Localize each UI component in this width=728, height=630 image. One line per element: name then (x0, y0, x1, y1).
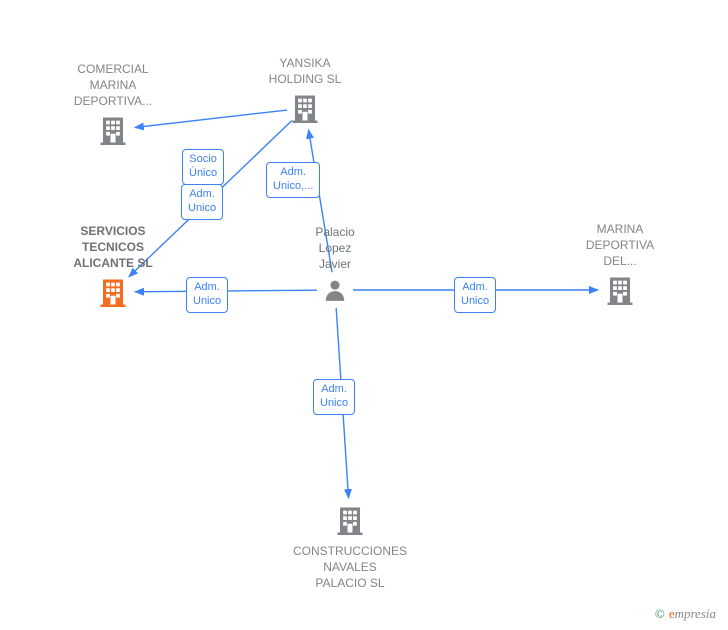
building-icon (98, 113, 128, 147)
edge-label: Adm. Unico (186, 277, 228, 313)
person-icon (322, 276, 348, 304)
node-label-servicios: SERVICIOS TECNICOS ALICANTE SL (48, 223, 178, 272)
edge-label: Adm. Unico,... (266, 162, 320, 198)
watermark-text: mpresia (675, 606, 716, 621)
node-marina[interactable] (605, 273, 635, 312)
building-icon (605, 273, 635, 307)
node-servicios[interactable] (98, 275, 128, 314)
edge-label: Adm. Unico (313, 379, 355, 415)
edge-label: Socio Único (182, 149, 224, 185)
copyright-symbol: © (655, 606, 665, 621)
node-center[interactable] (322, 276, 348, 309)
edge-label: Adm. Unico (454, 277, 496, 313)
node-comercial[interactable] (98, 113, 128, 152)
building-icon (290, 91, 320, 125)
building-icon (98, 275, 128, 309)
watermark: ©empresia (655, 606, 716, 622)
node-label-comercial: COMERCIAL MARINA DEPORTIVA... (48, 61, 178, 110)
node-label-yansika: YANSIKA HOLDING SL (240, 55, 370, 87)
node-label-marina: MARINA DEPORTIVA DEL... (555, 221, 685, 270)
node-yansika[interactable] (290, 91, 320, 130)
edge-line (135, 110, 287, 127)
node-construcciones[interactable] (335, 503, 365, 542)
edge-label: Adm. Unico (181, 184, 223, 220)
building-icon (335, 503, 365, 537)
node-label-center: Palacio Lopez Javier (270, 224, 400, 273)
node-label-construcciones: CONSTRUCCIONES NAVALES PALACIO SL (285, 543, 415, 592)
